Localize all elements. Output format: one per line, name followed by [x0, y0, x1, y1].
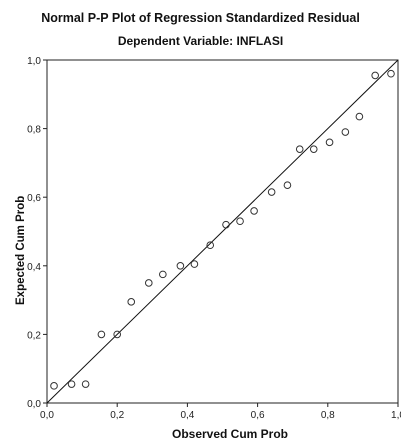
reference-line	[46, 59, 399, 404]
data-points	[50, 69, 395, 390]
data-point	[283, 181, 292, 189]
y-tick-label: 0,2	[27, 330, 41, 341]
data-point	[267, 188, 276, 196]
data-point	[206, 241, 215, 250]
data-point	[222, 220, 230, 229]
y-axis: 0,0 0,2 0,4 0,6 0,8 1,0	[27, 56, 47, 410]
x-tick-label: 0,4	[180, 410, 194, 421]
data-point	[176, 262, 185, 270]
y-tick-label: 0,0	[27, 399, 41, 410]
x-axis-label: Observed Cum Prob	[171, 427, 289, 441]
data-point	[295, 145, 304, 153]
x-tick-label: 1,0	[391, 410, 401, 421]
data-point	[113, 330, 121, 339]
plot-frame	[46, 59, 399, 404]
y-tick-label: 1,0	[27, 56, 41, 67]
y-axis-label: Expected Cum Prob	[15, 195, 27, 305]
data-point	[190, 260, 199, 268]
data-point	[97, 330, 106, 339]
x-tick-label: 0,6	[251, 410, 265, 421]
x-tick-label: 0,2	[110, 410, 124, 421]
x-tick-label: 0,0	[40, 410, 54, 421]
data-point	[309, 145, 318, 153]
data-point	[67, 380, 76, 388]
data-point	[144, 279, 153, 287]
x-tick-label: 0,8	[321, 410, 335, 421]
data-point	[250, 207, 258, 215]
data-point	[341, 128, 350, 136]
data-point	[387, 69, 395, 78]
y-tick-label: 0,4	[27, 262, 41, 273]
data-point	[50, 382, 58, 390]
data-point	[355, 112, 364, 121]
data-point	[371, 71, 379, 80]
chart-subtitle: Dependent Variable: INFLASI	[117, 34, 284, 48]
chart-title: Normal P-P Plot of Regression Standardiz…	[41, 11, 360, 25]
y-tick-label: 0,8	[27, 125, 41, 136]
data-point	[159, 270, 167, 279]
x-axis: 0,0 0,2 0,4 0,6 0,8 1,0	[40, 403, 401, 421]
y-tick-label: 0,6	[27, 193, 41, 204]
data-point	[127, 298, 136, 306]
data-point	[325, 138, 334, 147]
data-point	[81, 380, 90, 388]
data-point	[236, 217, 244, 226]
